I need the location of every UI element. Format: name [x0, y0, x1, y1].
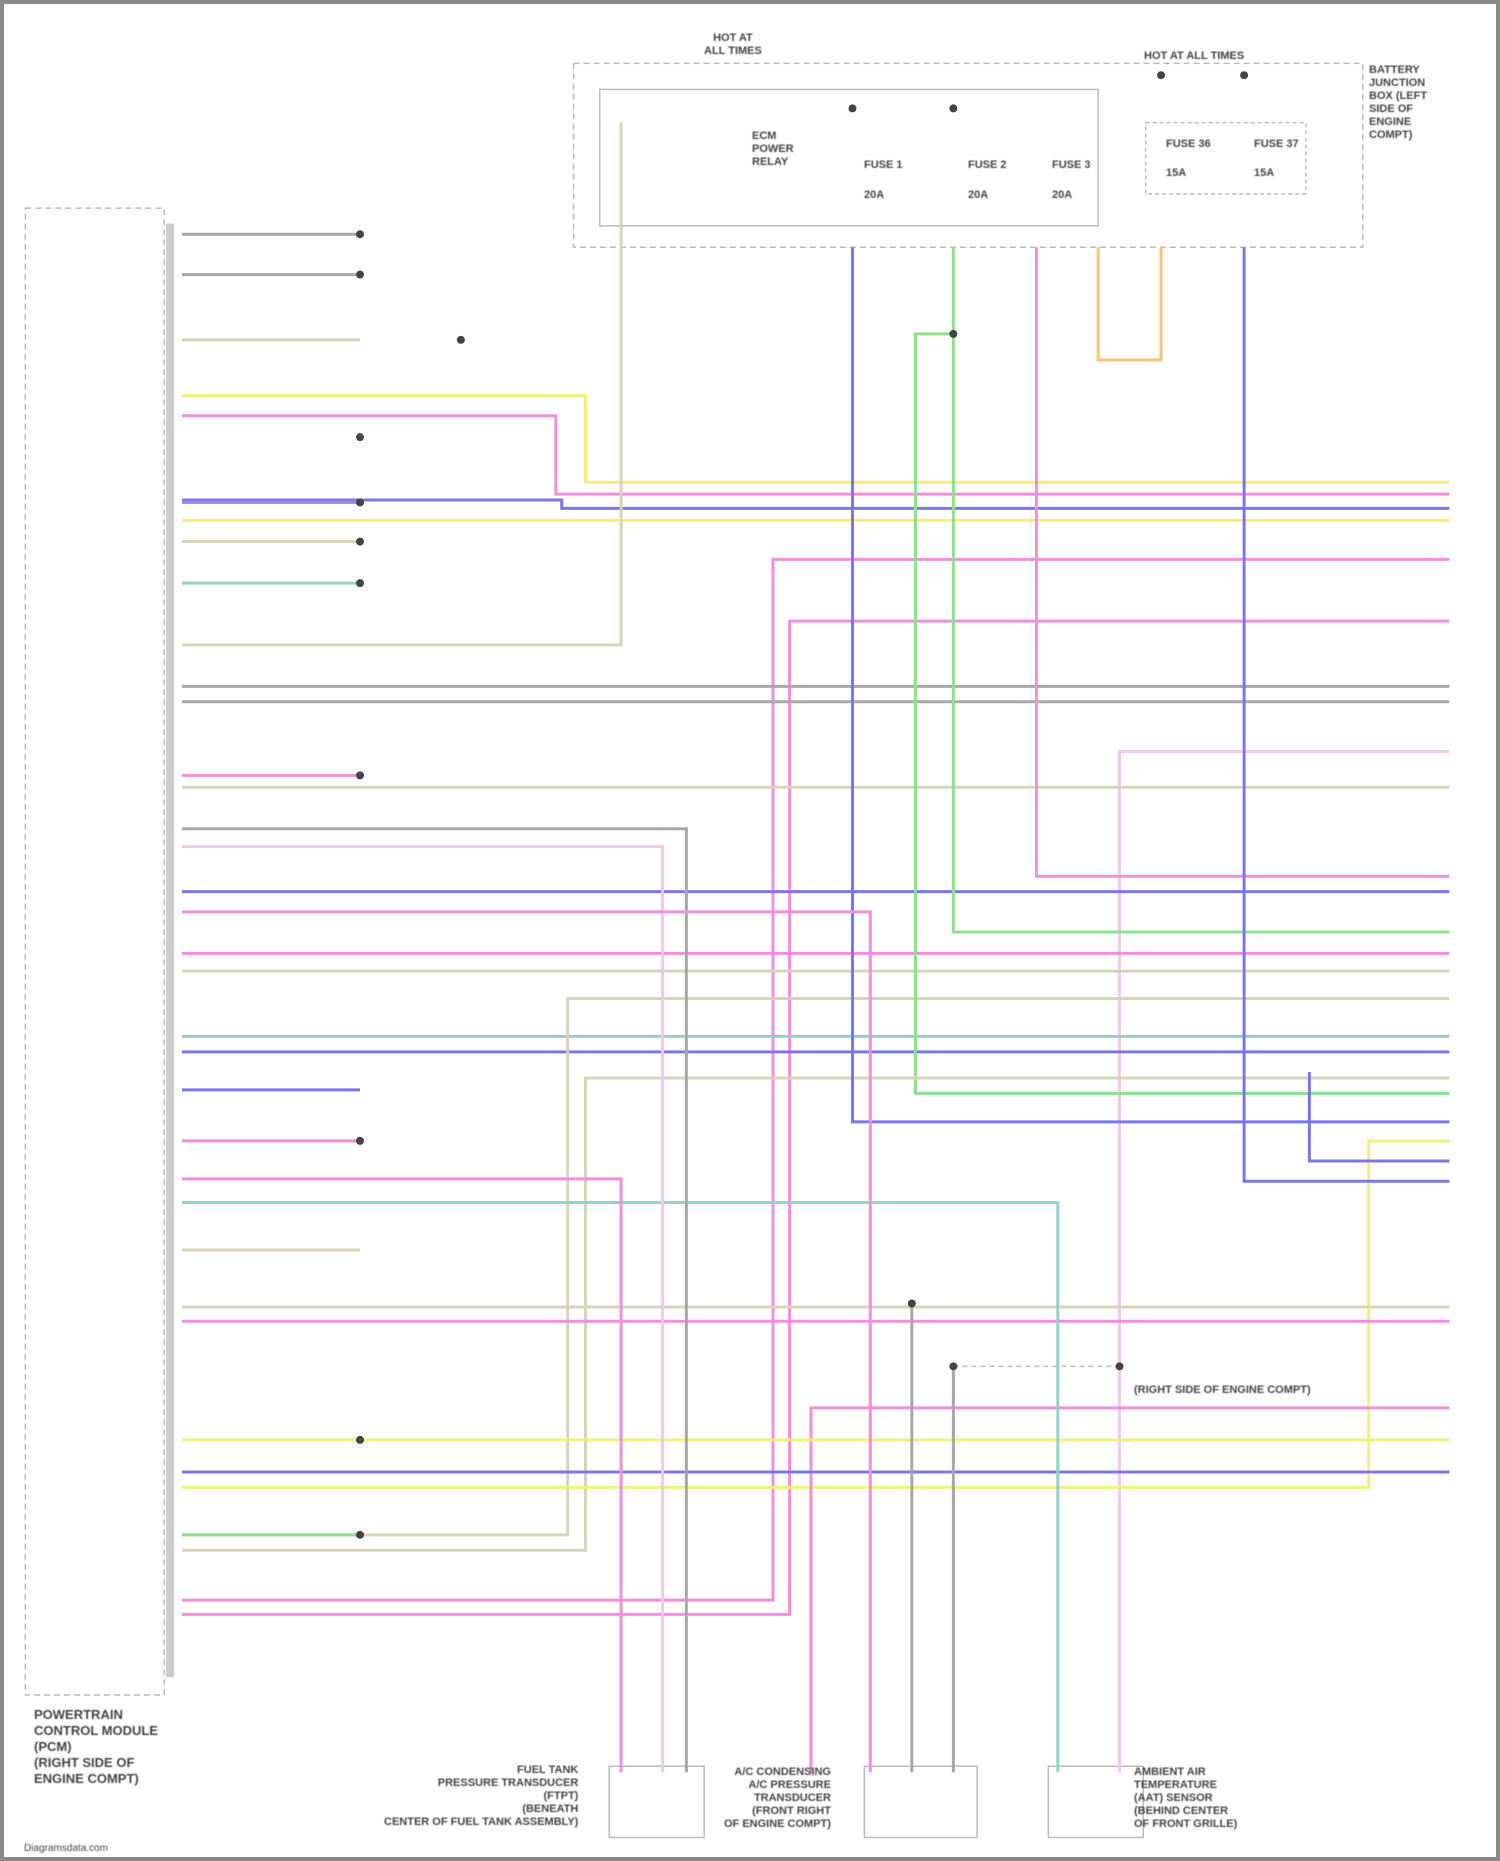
- wire-pink-4: [182, 557, 1450, 1602]
- fuse-36-label: FUSE 36: [1166, 138, 1211, 150]
- wire-lightpink-32: [182, 845, 665, 1773]
- wire-yellow-0: [182, 394, 1450, 484]
- fuse-36-rating: 15A: [1166, 167, 1187, 179]
- ambient-sensor-label: AMBIENT AIR TEMPERATURE (AAT) SENSOR (BE…: [1134, 1766, 1238, 1830]
- ambient-sensor-box: [1047, 1765, 1144, 1839]
- wire-pink-33: [182, 910, 872, 1773]
- fuse-37-rating: 15A: [1254, 167, 1275, 179]
- splice-dot-6: [356, 433, 365, 442]
- splice-dot-10: [356, 771, 365, 780]
- fuel-tank-sensor-box: [608, 1765, 705, 1839]
- splice-dot-2: [1157, 71, 1166, 80]
- splice-dot-7: [356, 498, 365, 507]
- splice-dot-15: [949, 329, 958, 338]
- wire-yellow-21: [182, 1139, 1450, 1489]
- fuse-3-rating: 20A: [1052, 189, 1073, 201]
- wire-lightpink-8: [1118, 750, 1450, 1773]
- splice-dot-8: [356, 537, 365, 546]
- wire-tan-19: [182, 1076, 1450, 1552]
- splice-dot-16: [907, 1299, 916, 1308]
- wire-blue-22: [1242, 247, 1450, 1183]
- wire-tan-36: [182, 122, 623, 647]
- wire-blue-23: [1307, 1072, 1450, 1163]
- splice-dot-12: [356, 1530, 365, 1539]
- relay-box: [598, 88, 1099, 227]
- wire-blue-20: [850, 247, 1450, 1124]
- fuse-1-rating: 20A: [864, 189, 885, 201]
- wire-green-12: [951, 247, 1450, 934]
- wire-gray-31: [182, 827, 688, 1773]
- splice-dot-4: [356, 230, 365, 239]
- splice-dot-14: [456, 335, 465, 344]
- wire-green-18: [913, 332, 1450, 1095]
- relay-label: ECM POWER RELAY: [752, 130, 794, 168]
- splice-dot-11: [356, 1136, 365, 1145]
- ac-sensor-label: A/C CONDENSING A/C PRESSURE TRANSDUCER (…: [724, 1766, 831, 1830]
- wire-orange-37: [1096, 247, 1163, 362]
- wire-pink-10: [1034, 247, 1450, 878]
- fuse-2-rating: 20A: [968, 189, 989, 201]
- wire-pink-30: [182, 1177, 623, 1773]
- hot-at-all-times-label: HOT AT ALL TIMES: [704, 32, 762, 57]
- fuse-3-label: FUSE 3: [1052, 159, 1091, 171]
- wire-tan-17: [182, 996, 1450, 1537]
- fuse-2-label: FUSE 2: [968, 159, 1007, 171]
- splice-dot-18: [1115, 1362, 1124, 1371]
- wire-pink-1: [182, 414, 1450, 496]
- splice-dot-1: [949, 104, 958, 113]
- ac-sensor-box: [863, 1765, 978, 1839]
- splice-dot-13: [356, 1435, 365, 1444]
- fuse-1-label: FUSE 1: [864, 159, 903, 171]
- wire-pink-5: [182, 619, 1450, 1616]
- fuse-37-label: FUSE 37: [1254, 138, 1299, 150]
- watermark: Diagramsdata.com: [24, 1843, 108, 1854]
- splice-label: (RIGHT SIDE OF ENGINE COMPT): [1134, 1384, 1311, 1396]
- fuel-tank-sensor-label: FUEL TANK PRESSURE TRANSDUCER (FTPT) (BE…: [384, 1764, 579, 1828]
- fuse-box: [572, 62, 1364, 249]
- splice-dot-3: [1240, 71, 1249, 80]
- pcm-box: [24, 207, 165, 1696]
- splice-dot-17: [949, 1362, 958, 1371]
- junction-box-label: BATTERY JUNCTION BOX (LEFT SIDE OF ENGIN…: [1369, 64, 1428, 141]
- wire-layer: [24, 62, 1450, 1839]
- splice-dot-5: [356, 270, 365, 279]
- splice-dot-0: [848, 104, 857, 113]
- wire-teal-29: [182, 1201, 1060, 1773]
- hot-at-all-times-right-label: HOT AT ALL TIMES: [1144, 50, 1245, 62]
- pcm-label: POWERTRAIN CONTROL MODULE (PCM) (RIGHT S…: [34, 1707, 158, 1786]
- splice-dot-9: [356, 579, 365, 588]
- fuse-36-37-box: [1144, 121, 1307, 195]
- wire-pink-26: [809, 1406, 1450, 1773]
- wire-blue-2: [182, 498, 1450, 510]
